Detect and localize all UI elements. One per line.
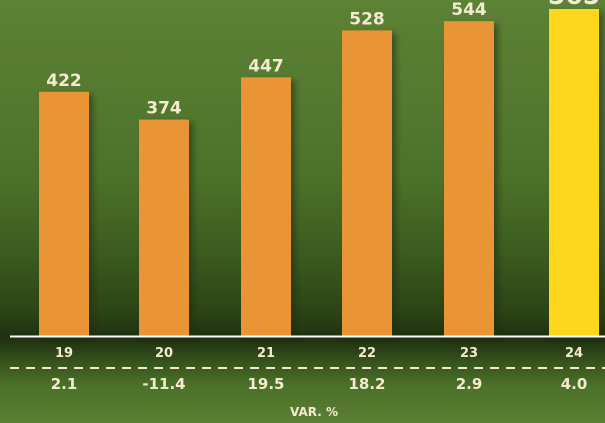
labels-layer: 422 19 2.1 374 20 -11.4 447 21 19.5 528 22 18.2 544 2… (46, 0, 600, 393)
bar-21 (241, 77, 291, 336)
value-label-19: 422 (46, 71, 82, 91)
category-label-20: 20 (155, 346, 173, 361)
var-percent-label: VAR. % (290, 405, 338, 419)
bar-19 (39, 91, 89, 336)
var-percent-value-20: -11.4 (142, 375, 185, 393)
bars-layer (39, 9, 599, 337)
bar-24 (549, 9, 599, 336)
var-percent-value-24: 4.0 (561, 375, 588, 393)
category-label-23: 23 (460, 346, 478, 361)
value-label-23: 544 (451, 0, 487, 20)
bar-20 (139, 119, 189, 336)
category-label-19: 19 (55, 346, 73, 361)
var-percent-value-22: 18.2 (348, 375, 385, 393)
var-percent-value-19: 2.1 (51, 375, 78, 393)
value-label-22: 528 (349, 9, 385, 29)
category-label-21: 21 (257, 346, 275, 361)
var-percent-value-21: 19.5 (247, 375, 284, 393)
bar-22 (342, 30, 392, 337)
value-label-20: 374 (146, 99, 182, 119)
category-label-22: 22 (358, 346, 376, 361)
category-label-24: 24 (565, 346, 583, 361)
var-percent-value-23: 2.9 (456, 375, 483, 393)
value-label-21: 447 (248, 56, 284, 76)
bar-23 (444, 21, 494, 336)
value-label-24: 565 (548, 0, 600, 10)
